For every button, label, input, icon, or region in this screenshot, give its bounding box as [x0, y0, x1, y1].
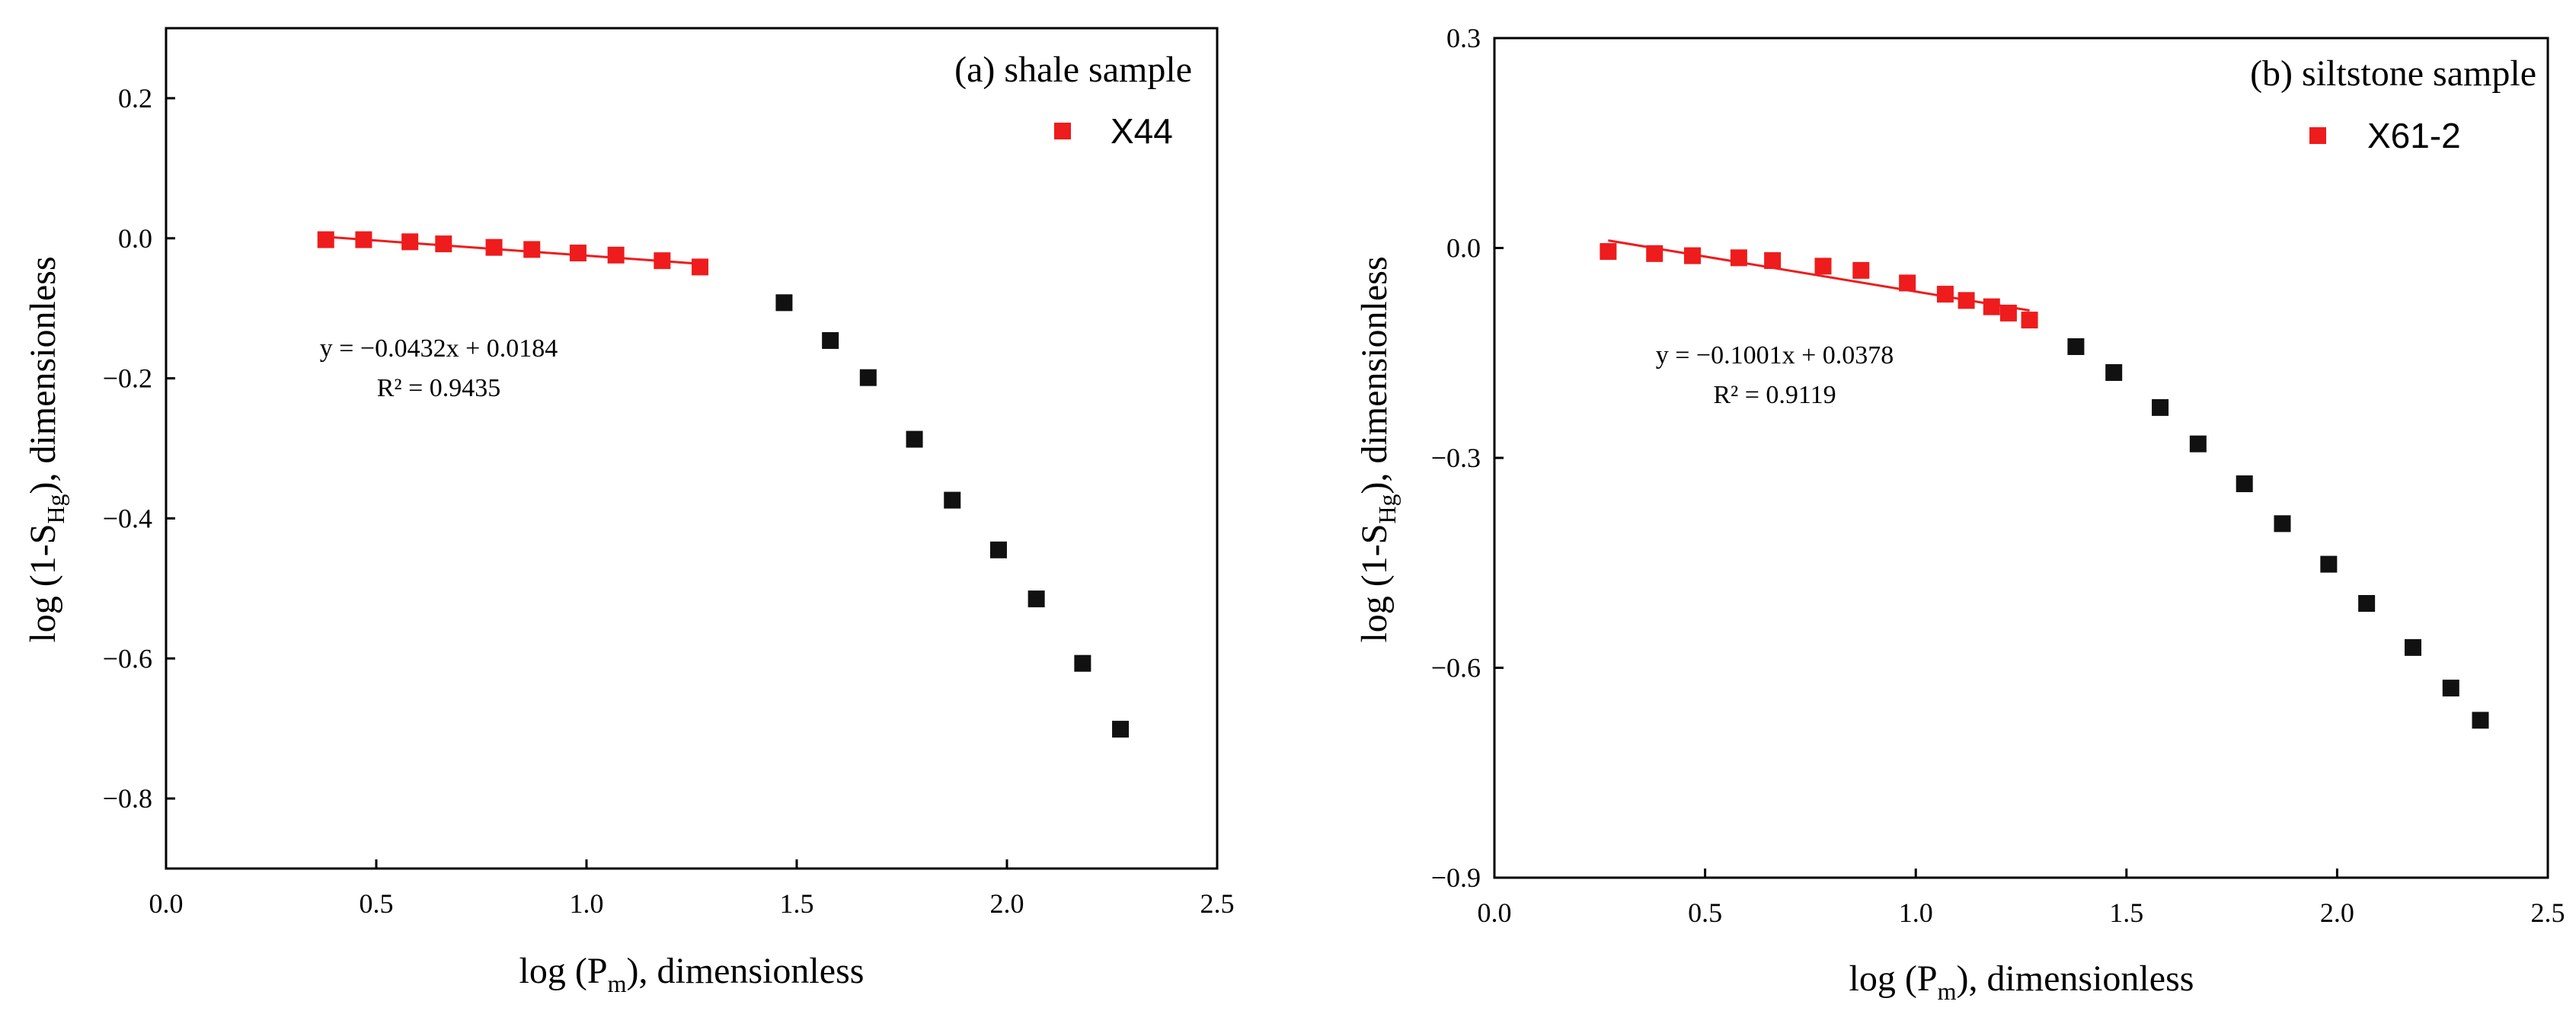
fit-equation: y = −0.0432x + 0.0184: [320, 334, 558, 363]
data-point-fitted: [523, 241, 541, 258]
x-axis-title-suffix: ), dimensionless: [626, 951, 864, 991]
fit-line: [325, 235, 701, 265]
data-point-fitted: [1646, 245, 1664, 262]
y-tick-label: −0.2: [103, 363, 152, 394]
data-point-remaining: [2442, 680, 2459, 697]
x-tick-label: 2.5: [2531, 897, 2565, 928]
x-tick-label: 0.0: [1478, 897, 1512, 928]
data-point-fitted: [401, 233, 419, 251]
data-point-fitted: [692, 258, 709, 276]
x-axis-title-suffix: ), dimensionless: [1956, 958, 2194, 999]
y-axis-title-prefix: log (1-S: [23, 524, 63, 643]
data-point-fitted: [485, 238, 503, 256]
x-axis-title: log (Pm), dimensionless: [519, 951, 865, 997]
y-tick-label: 0.0: [118, 223, 152, 254]
x-tick-label: 0.5: [360, 888, 394, 919]
y-tick-label: −0.9: [1431, 862, 1481, 893]
data-point-remaining: [2189, 435, 2207, 453]
data-point-fitted: [1730, 249, 1747, 267]
data-point-fitted: [1600, 243, 1617, 261]
data-point-fitted: [435, 235, 452, 253]
data-point-fitted: [654, 252, 671, 270]
data-point-fitted: [1999, 304, 2017, 322]
panel-a-shale: 0.0 0.5 1.0 1.5 2.0 2.5 −0.8 −0.6 −0.4 −0.2 0.0 0.2…: [23, 27, 1235, 997]
data-point-fitted: [607, 246, 625, 264]
x-axis-title: log (Pm), dimensionless: [1849, 958, 2194, 1005]
data-point-remaining: [906, 430, 923, 448]
y-axis-title-sub: Hg: [1373, 494, 1401, 523]
data-point-remaining: [2236, 475, 2253, 492]
data-point-fitted: [569, 245, 586, 262]
x-tick-label: 1.5: [2109, 897, 2143, 928]
plot-frame: [165, 27, 1219, 870]
y-axis-title-prefix: log (1-S: [1354, 524, 1395, 643]
data-point-fitted: [1764, 252, 1782, 270]
x-tick-label: 1.5: [780, 888, 814, 919]
y-axis-title-sub: Hg: [42, 494, 69, 523]
x-tick-label: 2.0: [990, 888, 1024, 919]
data-point-fitted: [1852, 261, 1870, 279]
y-tick-label: −0.6: [103, 643, 152, 673]
y-axis-title: log (1-SHg), dimensionless: [1354, 256, 1401, 642]
data-point-fitted: [1684, 247, 1702, 264]
data-point-remaining: [1074, 654, 1091, 672]
data-point-remaining: [2472, 712, 2489, 729]
x-tick-label: 0.0: [149, 888, 184, 919]
data-point-remaining: [2105, 363, 2123, 381]
x-axis-title-prefix: log (P: [1849, 958, 1938, 999]
fit-equation: y = −0.1001x + 0.0378: [1656, 341, 1894, 370]
x-tick-label: 1.0: [570, 888, 604, 919]
y-axis-title: log (1-SHg), dimensionless: [23, 256, 69, 642]
data-point-fitted: [1936, 286, 1954, 303]
data-point-remaining: [944, 491, 961, 509]
x-axis-title-sub: m: [1938, 977, 1957, 1005]
y-axis-title-suffix: ), dimensionless: [23, 256, 63, 494]
data-point-fitted: [2021, 312, 2038, 329]
data-point-remaining: [989, 541, 1007, 558]
data-point-fitted: [1899, 274, 1916, 292]
x-axis-title-sub: m: [608, 970, 627, 997]
y-tick-label: 0.0: [1446, 233, 1481, 264]
panel-b-siltstone: 0.0 0.5 1.0 1.5 2.0 2.5 −0.9 −0.6 −0.3 0.0 0.3 log …: [1354, 23, 2565, 1005]
x-tick-label: 2.5: [1200, 888, 1235, 919]
chart-title: (a) shale sample: [954, 50, 1192, 90]
y-tick-label: −0.8: [103, 783, 152, 814]
data-point-remaining: [859, 369, 877, 386]
fit-r-squared: R² = 0.9435: [377, 374, 501, 402]
data-point-fitted: [1983, 298, 2000, 315]
data-point-remaining: [2274, 515, 2291, 533]
y-axis-title-suffix: ), dimensionless: [1354, 256, 1395, 494]
x-tick-label: 1.0: [1899, 897, 1933, 928]
y-tick-label: −0.4: [103, 503, 152, 533]
legend-label: X44: [1111, 111, 1173, 151]
data-point-remaining: [822, 331, 839, 349]
y-tick-label: 0.2: [118, 83, 152, 114]
x-tick-label: 2.0: [2320, 897, 2354, 928]
data-point-fitted: [355, 231, 372, 248]
data-point-fitted: [1814, 258, 1832, 275]
data-point-remaining: [1112, 721, 1130, 738]
data-point-remaining: [775, 294, 793, 312]
legend-marker: [1054, 123, 1071, 139]
legend-label: X61-2: [2367, 116, 2461, 155]
data-point-remaining: [2320, 555, 2338, 573]
data-point-fitted: [317, 231, 334, 248]
data-point-remaining: [2067, 338, 2085, 355]
data-point-fitted: [1958, 292, 1975, 309]
data-point-remaining: [2358, 595, 2376, 613]
data-point-remaining: [2152, 398, 2169, 416]
chart-title: (b) siltstone sample: [2250, 53, 2536, 94]
legend-marker: [2309, 127, 2326, 144]
x-axis-title-prefix: log (P: [519, 951, 608, 991]
data-point-remaining: [2404, 638, 2421, 656]
data-point-remaining: [1028, 590, 1045, 608]
y-tick-label: −0.3: [1431, 443, 1481, 473]
y-tick-label: −0.6: [1431, 653, 1481, 683]
fit-r-squared: R² = 0.9119: [1713, 381, 1836, 409]
plot-frame: [1493, 37, 2549, 879]
y-tick-label: 0.3: [1446, 23, 1481, 53]
x-tick-label: 0.5: [1688, 897, 1722, 928]
